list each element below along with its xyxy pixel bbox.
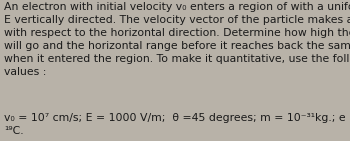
Text: v₀ = 10⁷ cm/s; E = 1000 V/m;  θ =45 degrees; m = 10⁻³¹kg.; e = 1.6* 10⁻
¹⁹C.: v₀ = 10⁷ cm/s; E = 1000 V/m; θ =45 degre… xyxy=(4,113,350,136)
Text: An electron with initial velocity v₀ enters a region of with a uniform field
E v: An electron with initial velocity v₀ ent… xyxy=(4,2,350,77)
